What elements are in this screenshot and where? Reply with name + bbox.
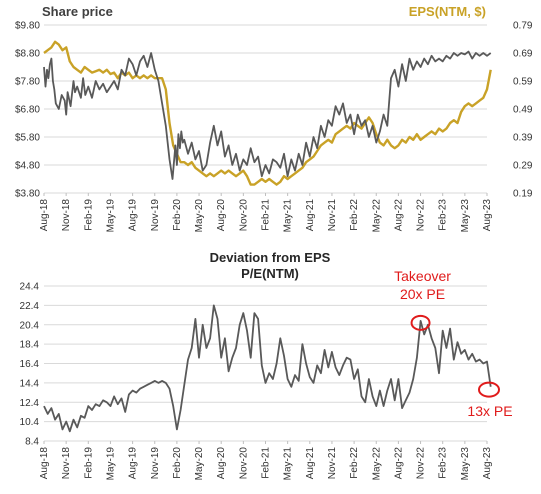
top-x-tick-label: Feb-19	[83, 199, 94, 231]
bottom-x-tick-label: May-20	[194, 447, 205, 481]
pe-chart-title: Deviation from EPS	[210, 250, 331, 265]
eps-axis-title: EPS(NTM, $)	[409, 4, 486, 19]
top-gridlines	[44, 24, 487, 194]
top-x-tick-label: Feb-20	[172, 199, 183, 231]
top-right-y-tick-label: 0.29	[513, 161, 533, 172]
top-x-tick-label: May-22	[371, 199, 382, 233]
top-right-y-tick-label: 0.69	[513, 49, 533, 60]
top-left-y-tick-label: $9.80	[15, 21, 40, 32]
pe-series-line	[43, 304, 492, 433]
bottom-y-tick-label: 18.4	[20, 340, 40, 351]
current-pe-marker-circle	[478, 381, 500, 398]
bottom-y-tick-label: 20.4	[20, 320, 40, 331]
bottom-x-tick-label: May-19	[105, 447, 116, 481]
top-right-y-tick-label: 0.49	[513, 105, 533, 116]
top-x-tick-label: Aug-20	[216, 199, 227, 232]
top-x-tick-label: May-19	[105, 199, 116, 233]
top-left-y-tick-label: $6.80	[15, 105, 40, 116]
bottom-x-tick-label: Feb-21	[261, 447, 272, 479]
pe-chart-subtitle: P/E(NTM)	[241, 266, 299, 281]
top-x-tick-label: Aug-18	[39, 199, 50, 232]
bottom-y-tick-label: 12.4	[20, 398, 40, 409]
takeover-marker-circle	[410, 314, 431, 331]
bottom-y-tick-label: 8.4	[25, 437, 39, 448]
takeover-annotation-text: 20x PE	[400, 286, 445, 302]
bottom-y-tick-label: 10.4	[20, 417, 40, 428]
eps-series-line	[43, 40, 492, 186]
pe-deviation-chart: Deviation from EPS P/E(NTM) 8.4 10.4 12.4 1…	[20, 250, 513, 480]
bottom-x-tick-label: Aug-18	[39, 447, 50, 480]
top-right-y-tick-label: 0.39	[513, 133, 533, 144]
bottom-y-tick-label: 24.4	[20, 282, 40, 293]
top-x-tick-label: Feb-22	[349, 199, 360, 231]
top-x-tick-label: Nov-18	[61, 199, 72, 232]
bottom-x-tick-label: Nov-21	[327, 447, 338, 480]
top-x-tick-label: May-20	[194, 199, 205, 233]
top-series-lines	[43, 40, 492, 186]
top-x-tick-label: May-23	[460, 199, 471, 233]
bottom-y-tick-label: 16.4	[20, 359, 40, 370]
bottom-x-tick-label: Aug-22	[393, 447, 404, 480]
top-right-y-tick-label: 0.19	[513, 189, 533, 200]
bottom-x-tick-label: May-22	[371, 447, 382, 481]
top-x-tick-label: Aug-23	[482, 199, 493, 232]
top-left-y-tick-label: $8.80	[15, 49, 40, 60]
bottom-x-tick-label: Aug-19	[128, 447, 139, 480]
bottom-x-tick-label: Aug-23	[482, 447, 493, 480]
pe-annotations: Takeover 20x PE 13x PE	[394, 268, 512, 419]
bottom-x-tick-label: Nov-19	[150, 447, 161, 480]
bottom-x-tick-label: May-23	[460, 447, 471, 481]
top-left-y-axis: $3.80 $4.80 $5.80 $6.80 $7.80 $8.80 $9.80	[15, 21, 40, 200]
top-right-y-axis: 0.19 0.29 0.39 0.49 0.59 0.69 0.79	[513, 21, 533, 200]
share-price-series-line	[43, 50, 492, 180]
top-x-tick-label: Nov-21	[327, 199, 338, 232]
top-x-tick-label: Aug-19	[128, 199, 139, 232]
bottom-x-tick-label: Nov-22	[416, 447, 427, 480]
top-x-axis: Aug-18 Nov-18 Feb-19 May-19 Aug-19 Nov-19 Feb-…	[39, 193, 493, 232]
top-left-y-tick-label: $3.80	[15, 189, 40, 200]
bottom-x-tick-label: Aug-20	[216, 447, 227, 480]
top-x-tick-label: Nov-22	[416, 199, 427, 232]
bottom-x-tick-label: Nov-20	[238, 447, 249, 480]
bottom-x-tick-label: Aug-21	[305, 447, 316, 480]
bottom-x-tick-label: Feb-20	[172, 447, 183, 479]
takeover-annotation-text: Takeover	[394, 268, 451, 284]
top-left-y-tick-label: $4.80	[15, 161, 40, 172]
bottom-y-tick-label: 22.4	[20, 301, 40, 312]
top-x-tick-label: May-21	[283, 199, 294, 233]
bottom-x-tick-label: Feb-22	[349, 447, 360, 479]
top-left-y-tick-label: $7.80	[15, 77, 40, 88]
top-x-tick-label: Nov-19	[150, 199, 161, 232]
top-right-y-tick-label: 0.59	[513, 77, 533, 88]
bottom-x-tick-label: Nov-18	[61, 447, 72, 480]
bottom-gridlines	[44, 285, 487, 442]
bottom-series-lines	[43, 304, 492, 433]
top-x-tick-label: Feb-21	[261, 199, 272, 231]
bottom-x-tick-label: May-21	[283, 447, 294, 481]
bottom-y-tick-label: 14.4	[20, 378, 40, 389]
bottom-x-tick-label: Feb-23	[438, 447, 449, 479]
top-left-y-tick-label: $5.80	[15, 133, 40, 144]
top-right-y-tick-label: 0.79	[513, 21, 533, 32]
bottom-y-axis: 8.4 10.4 12.4 14.4 16.4 18.4 20.4 22.4 24.4	[20, 282, 40, 448]
share-price-eps-chart: $3.80 $4.80 $5.80 $6.80 $7.80 $8.80 $9.80 0.19…	[15, 4, 533, 232]
current-pe-annotation-text: 13x PE	[467, 403, 512, 419]
top-x-tick-label: Nov-20	[238, 199, 249, 232]
top-x-tick-label: Aug-21	[305, 199, 316, 232]
top-x-tick-label: Feb-23	[438, 199, 449, 231]
bottom-x-axis: Aug-18 Nov-18 Feb-19 May-19 Aug-19 Nov-19 Feb-…	[39, 441, 493, 480]
share-price-axis-title: Share price	[42, 4, 113, 19]
top-x-tick-label: Aug-22	[393, 199, 404, 232]
bottom-x-tick-label: Feb-19	[83, 447, 94, 479]
